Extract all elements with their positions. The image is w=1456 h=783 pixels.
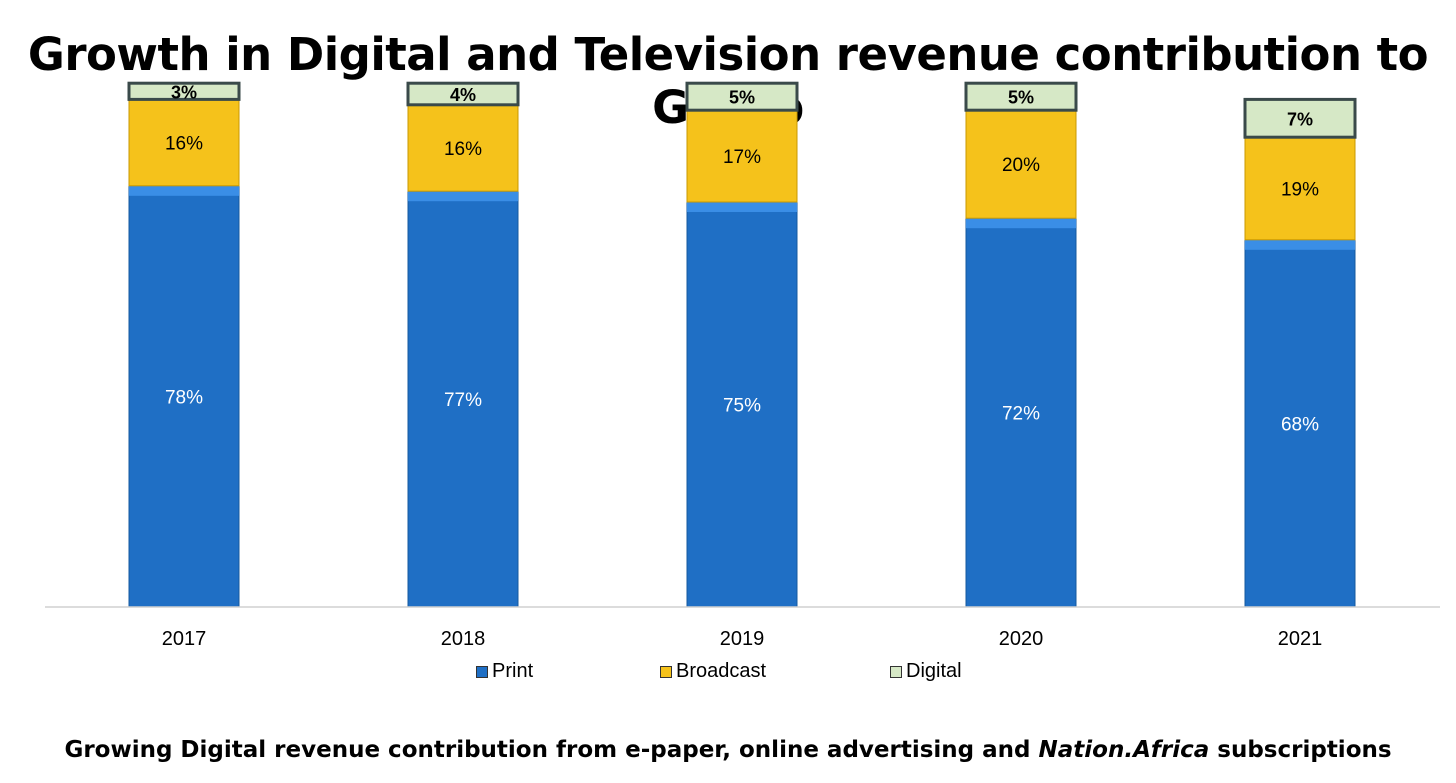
bar-print-2021 <box>1244 239 1356 608</box>
data-label-print-2017: 78% <box>165 387 203 408</box>
data-label-broadcast-2020: 20% <box>1002 155 1040 176</box>
bar-highlight-2020 <box>966 218 1076 229</box>
data-label-digital-2020: 5% <box>1008 88 1034 108</box>
data-label-print-2021: 68% <box>1281 414 1319 435</box>
data-label-print-2020: 72% <box>1002 404 1040 425</box>
data-label-digital-2019: 5% <box>729 88 755 108</box>
bar-digital-2017 <box>127 81 241 101</box>
x-tick-label-2021: 2021 <box>1278 628 1323 650</box>
legend-swatch-print <box>476 665 488 678</box>
bar-highlight-2021 <box>1245 239 1355 250</box>
data-label-broadcast-2019: 17% <box>723 147 761 168</box>
bar-broadcast-2018 <box>407 104 519 192</box>
bar-highlight-2017 <box>129 185 239 196</box>
legend: Print Broadcast Digital <box>0 660 1456 686</box>
bar-print-2019 <box>686 201 798 608</box>
x-tick-label-2020: 2020 <box>999 628 1044 650</box>
bar-digital-2020 <box>964 81 1078 112</box>
x-tick-label-2017: 2017 <box>162 628 207 650</box>
bar-highlight-2019 <box>687 202 797 212</box>
footnote-text: Growing Digital revenue contribution fro… <box>64 737 1039 763</box>
legend-label-broadcast: Broadcast <box>676 660 767 682</box>
bar-print-2020 <box>965 217 1077 608</box>
x-tick-label-2019: 2019 <box>720 628 765 650</box>
bar-digital-2021 <box>1243 97 1357 139</box>
data-label-digital-2018: 4% <box>450 85 476 105</box>
bar-digital-2018 <box>406 81 520 107</box>
bar-broadcast-2017 <box>128 98 240 187</box>
legend-label-digital: Digital <box>906 660 962 682</box>
legend-item-broadcast: Broadcast <box>660 660 766 683</box>
stacked-bar-chart: 78% 16% 3% 77% 16% 4% 75% 17% 5% 72% 20% 5% 68% 19% 7%… <box>45 81 1440 650</box>
bar-digital-2019 <box>685 81 799 112</box>
bar-broadcast-2021 <box>1244 136 1356 241</box>
data-label-broadcast-2018: 16% <box>444 139 482 160</box>
x-tick-label-2018: 2018 <box>441 628 486 650</box>
bar-print-2017 <box>128 185 240 608</box>
legend-swatch-digital <box>890 665 902 678</box>
data-label-broadcast-2021: 19% <box>1281 180 1319 201</box>
footnote-emphasis: Nation.Africa <box>1038 737 1210 763</box>
data-label-print-2019: 75% <box>723 396 761 417</box>
data-label-print-2018: 77% <box>444 390 482 411</box>
data-label-digital-2021: 7% <box>1287 109 1313 129</box>
legend-item-digital: Digital <box>890 660 962 683</box>
x-tick-labels: 2017 2018 2019 2020 2021 <box>162 628 1323 650</box>
bar-highlight-2018 <box>408 191 518 202</box>
footnote-text-end: subscriptions <box>1209 737 1392 763</box>
footnote: Growing Digital revenue contribution fro… <box>0 737 1456 763</box>
bar-broadcast-2019 <box>686 109 798 203</box>
bars-group: 78% 16% 3% 77% 16% 4% 75% 17% 5% 72% 20% 5% 68% 19% 7% <box>127 81 1357 608</box>
legend-label-print: Print <box>492 660 534 682</box>
data-label-broadcast-2017: 16% <box>165 134 203 155</box>
legend-item-print: Print <box>476 660 533 683</box>
data-label-digital-2017: 3% <box>171 82 197 102</box>
legend-swatch-broadcast <box>660 665 672 678</box>
